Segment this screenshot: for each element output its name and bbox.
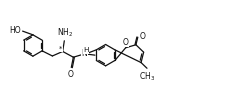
Text: O: O [139, 32, 145, 41]
Text: O: O [122, 37, 128, 47]
Text: NH$_2$: NH$_2$ [57, 26, 73, 39]
Text: N: N [81, 49, 87, 58]
Text: O: O [68, 70, 74, 79]
Text: H: H [83, 47, 88, 53]
Text: *: * [59, 46, 62, 52]
Text: HO: HO [9, 26, 20, 35]
Text: CH$_3$: CH$_3$ [138, 70, 154, 83]
